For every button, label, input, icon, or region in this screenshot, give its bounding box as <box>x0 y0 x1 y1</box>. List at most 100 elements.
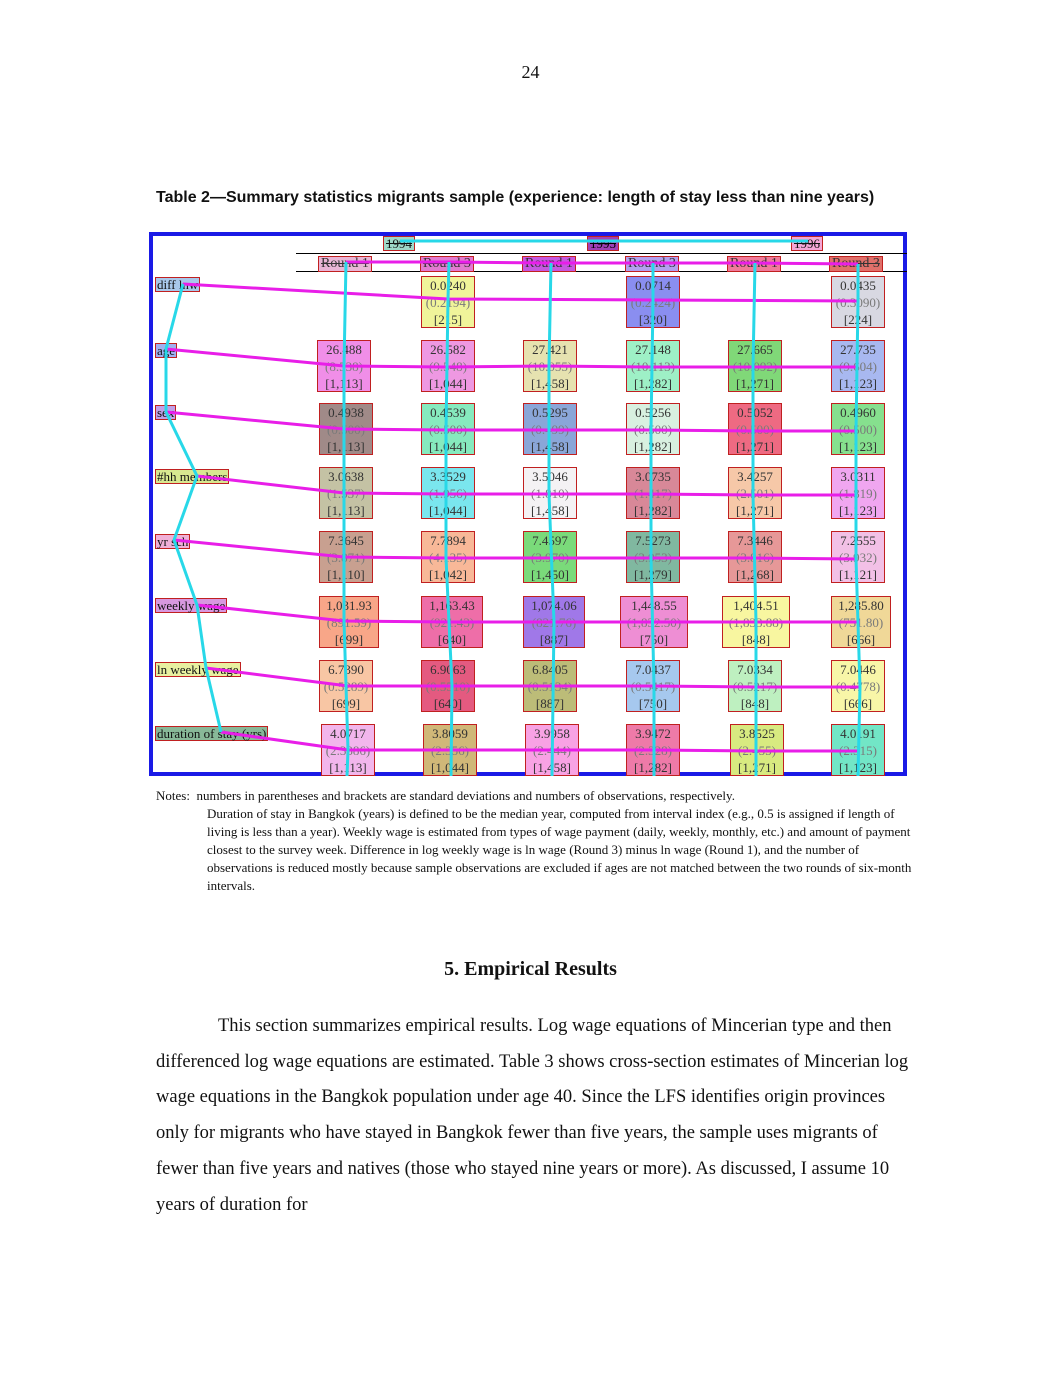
cell-sd: (0.500) <box>327 422 365 437</box>
table-cell: 6.9063 (0.5510) [640] <box>421 660 475 712</box>
cell-sd: (3.953) <box>634 550 672 565</box>
cell-sd: (751.80) <box>838 615 884 630</box>
cell-n: [1,123] <box>839 503 877 518</box>
cell-sd: (1,832.50) <box>626 615 682 630</box>
cell-mean: 3.3529 <box>430 469 466 484</box>
cell-sd: (2.356) <box>431 743 469 758</box>
cell-n: [750] <box>639 632 669 647</box>
cell-n: [1,271] <box>738 760 776 775</box>
table-cell: 6.8405 (0.5134) [887] <box>523 660 577 712</box>
cell-n: [1,121] <box>839 567 877 582</box>
section-heading: 5. Empirical Results <box>444 958 617 980</box>
cell-mean: 7.0437 <box>635 662 671 677</box>
cell-sd: (0.3090) <box>835 295 881 310</box>
table-cell: 4.0191 (2.315) [1,123] <box>831 724 885 776</box>
cell-mean: 1,404.51 <box>733 598 779 613</box>
cell-sd: (0.5217) <box>732 679 778 694</box>
cell-mean: 1,074.06 <box>531 598 577 613</box>
cell-n: [1,282] <box>634 376 672 391</box>
table-cell: 7.3645 (3.871) [1,110] <box>319 531 373 583</box>
cell-sd: (2.328) <box>634 743 672 758</box>
cell-n: [1,458] <box>531 503 569 518</box>
cell-mean: 3.8059 <box>432 726 468 741</box>
cell-sd: (0.499) <box>531 422 569 437</box>
subheader-rule <box>296 271 907 272</box>
table-cell: 27.735 (9.604) [1,123] <box>831 340 885 392</box>
cell-mean: 0.5256 <box>635 405 671 420</box>
cell-mean: 3.4257 <box>737 469 773 484</box>
cell-sd: (1.956) <box>429 486 467 501</box>
cell-n: [215] <box>433 312 463 327</box>
cell-mean: 3.8525 <box>739 726 775 741</box>
cell-sd: (2.455) <box>738 743 776 758</box>
cell-mean: 7.4597 <box>532 533 568 548</box>
cell-mean: 0.0435 <box>840 278 876 293</box>
table-cell: 7.0437 (0.5417) [750] <box>626 660 680 712</box>
round-header: Round 1 <box>318 256 372 272</box>
cell-sd: (9.604) <box>839 359 877 374</box>
cell-mean: 26.488 <box>326 342 362 357</box>
cell-mean: 3.0311 <box>840 469 876 484</box>
cell-mean: 0.4960 <box>840 405 876 420</box>
cell-sd: (3.871) <box>327 550 365 565</box>
cell-n: [1,113] <box>329 760 367 775</box>
table-cell: 7.0334 (0.5217) [848] <box>728 660 782 712</box>
header-rule <box>296 253 907 254</box>
table-cell: 0.4539 (0.500) [1,044] <box>421 403 475 455</box>
cell-n: [848] <box>740 696 770 711</box>
cell-sd: (0.5510) <box>425 679 471 694</box>
table-cell: 6.7390 (0.5289) [699] <box>319 660 373 712</box>
table-cell: 0.0240 (0.2194) [215] <box>421 276 475 328</box>
table-cell: 0.5256 (0.500) [1,282] <box>626 403 680 455</box>
table-cell: 26.488 (8.538) [1,113] <box>317 340 371 392</box>
cell-sd: (10.113) <box>631 359 675 374</box>
table-cell: 7.0446 (0.4778) [666] <box>831 660 885 712</box>
table-notes: Notes: numbers in parentheses and bracke… <box>156 787 916 895</box>
table-cell: 3.4257 (2.501) [1,271] <box>728 467 782 519</box>
cell-sd: (2.3386) <box>325 743 371 758</box>
row-label-ln-weekly-wage: ln weekly wage <box>155 662 241 677</box>
cell-mean: 27.421 <box>532 342 568 357</box>
cell-n: [1,044] <box>429 439 467 454</box>
cell-n: [887] <box>539 632 569 647</box>
cell-n: [1,044] <box>429 376 467 391</box>
table-cell: 0.4960 (0.500) [1,123] <box>831 403 885 455</box>
cell-n: [640] <box>433 696 463 711</box>
cell-sd: (3.932) <box>839 550 877 565</box>
year-header-1995: 1995 <box>587 236 619 251</box>
cell-n: [224] <box>843 312 873 327</box>
cell-mean: 1,285.80 <box>838 598 884 613</box>
cell-n: [320] <box>638 312 668 327</box>
cell-mean: 7.0334 <box>737 662 773 677</box>
cell-n: [1,123] <box>839 760 877 775</box>
cell-sd: (8.538) <box>325 359 363 374</box>
cell-n: [1,458] <box>531 376 569 391</box>
table-cell: 3.5046 (1.810) [1,458] <box>523 467 577 519</box>
cell-n: [666] <box>846 632 876 647</box>
notes-body: Duration of stay in Bangkok (years) is d… <box>207 806 912 893</box>
cell-mean: 7.7894 <box>430 533 466 548</box>
cell-sd: (1,833.88) <box>728 615 784 630</box>
table-cell: 7.3446 (3.816) [1,268] <box>728 531 782 583</box>
cell-mean: 3.0735 <box>635 469 671 484</box>
cell-mean: 1,031.93 <box>326 598 372 613</box>
cell-sd: (1.537) <box>327 486 365 501</box>
cell-sd: (3.816) <box>736 550 774 565</box>
cell-sd: (891.59) <box>326 615 372 630</box>
cell-mean: 4.0717 <box>330 726 366 741</box>
cell-mean: 26.582 <box>430 342 466 357</box>
cell-mean: 3.9958 <box>534 726 570 741</box>
table-cell: 27.148 (10.113) [1,282] <box>626 340 680 392</box>
table-cell: 1,448.55 (1,832.50) [750] <box>620 596 688 648</box>
table-cell: 7.2555 (3.932) [1,121] <box>831 531 885 583</box>
cell-sd: (0.5134) <box>527 679 573 694</box>
round-header: Round 3 <box>829 256 883 272</box>
notes-label: Notes: <box>156 788 190 803</box>
table-cell: 3.9472 (2.328) [1,282] <box>626 724 680 776</box>
cell-n: [1,279] <box>634 567 672 582</box>
cell-sd: (3.970) <box>531 550 569 565</box>
cell-n: [1,282] <box>634 439 672 454</box>
table-cell: 0.0714 (0.2424) [320] <box>626 276 680 328</box>
cell-n: [1,113] <box>327 439 365 454</box>
cell-n: [1,113] <box>327 503 365 518</box>
